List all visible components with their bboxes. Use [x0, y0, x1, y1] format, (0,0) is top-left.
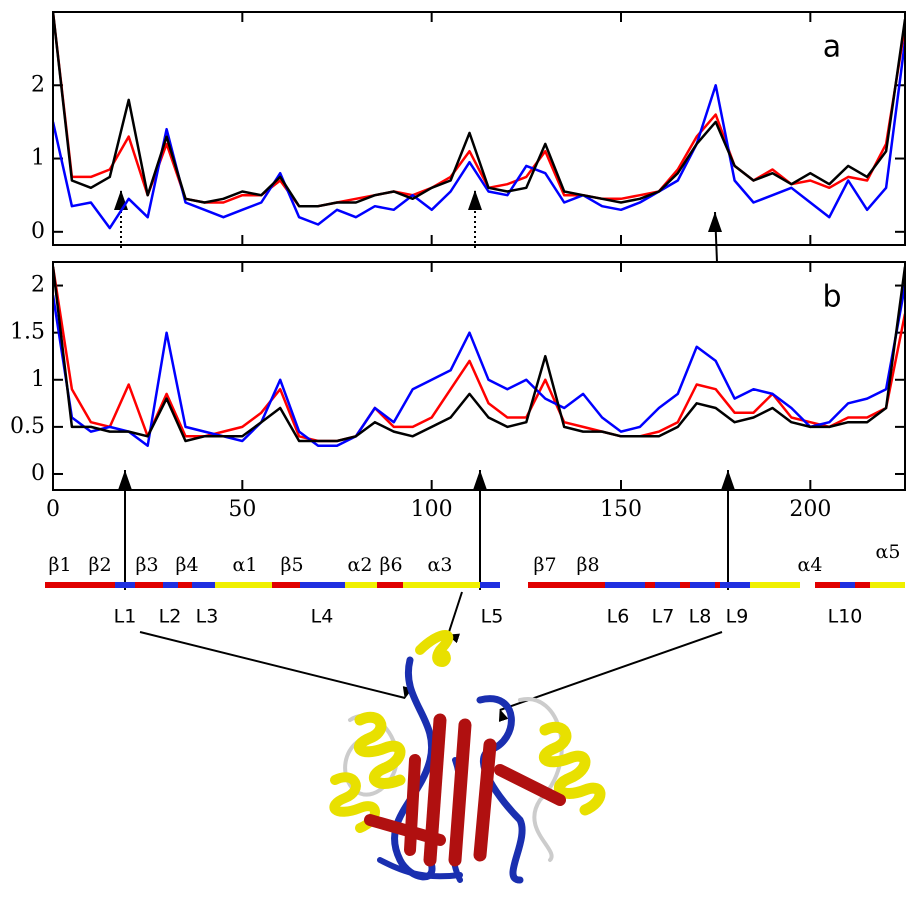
ss-segment: [715, 582, 720, 588]
ss-label: α3: [428, 554, 453, 576]
ss-segment: [45, 582, 115, 588]
y-tick-label: 1: [31, 367, 45, 392]
ss-label: β2: [88, 554, 111, 576]
loop-label: L7: [652, 606, 675, 628]
ss-segment: [178, 582, 192, 588]
series-line: [53, 266, 905, 443]
series-line: [53, 41, 905, 230]
ss-segment: [870, 582, 905, 588]
panel: 0 1 2 a: [31, 11, 906, 246]
loop-label: L8: [689, 606, 712, 628]
ss-segment: [215, 582, 272, 588]
ss-segment: [192, 582, 215, 588]
arrow: [139, 631, 413, 699]
ss-label: β6: [379, 554, 402, 576]
ss-segment: [480, 582, 500, 588]
y-tick-label: 1: [31, 146, 45, 171]
y-tick-label: 0.5: [10, 414, 45, 439]
ss-segment: [528, 582, 575, 588]
series-line: [53, 266, 905, 443]
ss-label: β8: [576, 554, 599, 576]
protein-structure: [329, 630, 606, 884]
loop-label: L6: [607, 606, 630, 628]
loop-label: L2: [159, 606, 182, 628]
ss-segment: [403, 582, 480, 588]
y-tick-label: 2: [31, 273, 45, 298]
ss-label: α5: [876, 541, 901, 563]
panel-label: a: [823, 30, 841, 65]
x-tick-label: 100: [411, 497, 453, 522]
ss-label: β7: [533, 554, 556, 576]
x-tick-label: 0: [46, 497, 60, 522]
ss-label: β1: [48, 554, 71, 576]
annotations: [114, 190, 735, 884]
panel: 0 0.5 1 1.5 2 0 50 100 150 200 b: [10, 261, 906, 522]
ss-segment: [135, 582, 163, 588]
ss-segment: [815, 582, 840, 588]
ss-label: β5: [280, 554, 303, 576]
ss-segment: [855, 582, 870, 588]
x-tick-label: 50: [228, 497, 256, 522]
y-tick-label: 2: [31, 72, 45, 97]
ss-label: α1: [233, 554, 258, 576]
ss-label: α4: [798, 554, 823, 576]
series-line: [53, 285, 905, 447]
ss-segment: [680, 582, 690, 588]
x-tick-label: 200: [789, 497, 831, 522]
ss-label: β3: [135, 554, 158, 576]
x-tick-label: 150: [600, 497, 642, 522]
y-tick-label: 0: [31, 219, 45, 244]
loop-label: L5: [481, 606, 504, 628]
series-line: [53, 12, 905, 208]
loop-label: L1: [114, 606, 137, 628]
plot-frame: [52, 11, 906, 246]
ss-segment: [720, 582, 750, 588]
ss-segment: [655, 582, 680, 588]
y-tick-label: 0: [31, 461, 45, 486]
ss-label: α2: [348, 554, 373, 576]
ss-segment: [115, 582, 135, 588]
ss-segment: [345, 582, 377, 588]
y-tick-label: 1.5: [10, 320, 45, 345]
ss-label: β4: [175, 554, 198, 576]
ss-segment: [605, 582, 645, 588]
ss-segment: [645, 582, 655, 588]
ss-segment: [575, 582, 605, 588]
secondary-structure: β1 β2 β3 β4 α1 β5 α2 β6 α3 β7 β8 α4 α5 L1 L2 L3 L4 L5 L6 L7…: [45, 541, 905, 628]
ss-segment: [840, 582, 855, 588]
ss-segment: [377, 582, 403, 588]
ss-segment: [272, 582, 300, 588]
plot-frame: [52, 261, 906, 491]
ss-segment: [300, 582, 345, 588]
loop-label: L3: [196, 606, 219, 628]
arrow: [498, 631, 723, 723]
loop-label: L9: [726, 606, 749, 628]
arrow: [708, 211, 722, 263]
ss-segment: [690, 582, 715, 588]
arrow: [447, 591, 463, 644]
ss-segment: [163, 582, 178, 588]
ss-segment: [750, 582, 800, 588]
panel-label: b: [822, 280, 841, 315]
loop-label: L10: [828, 606, 863, 628]
loop-label: L4: [311, 606, 334, 628]
